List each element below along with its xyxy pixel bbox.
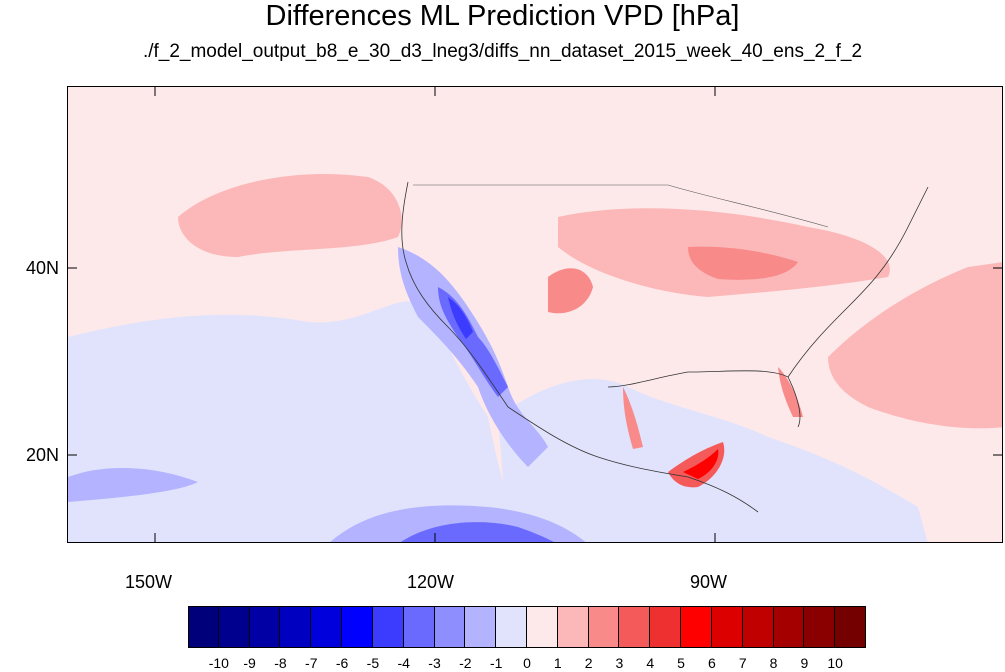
colorbar-label: -10 <box>208 655 229 671</box>
colorbar-label: 5 <box>677 655 685 671</box>
colorbar <box>188 606 866 648</box>
colorbar-label: 2 <box>584 655 593 671</box>
coastline-west-coast <box>401 181 509 408</box>
difference-map <box>68 173 1002 542</box>
pos-region-central-core <box>688 246 798 280</box>
x-tick-label: 150W <box>125 572 173 592</box>
y-tick-label: 40N <box>26 258 60 278</box>
colorbar-label: 6 <box>708 655 716 671</box>
neg-region-tropical-core <box>401 522 554 542</box>
colorbar-box <box>188 606 219 648</box>
border-us-canada <box>413 184 829 228</box>
colorbar-label: -4 <box>397 655 410 671</box>
colorbar-box <box>557 606 589 648</box>
colorbar-box <box>372 606 404 648</box>
colorbar-box <box>218 606 250 648</box>
colorbar-label: 8 <box>769 655 778 671</box>
chart-title: Differences ML Prediction VPD [hPa] <box>265 0 740 32</box>
neg-region-west-pacific <box>68 467 198 502</box>
colorbar-label: -2 <box>459 655 472 671</box>
colorbar-label: -9 <box>243 655 256 671</box>
colorbar-box <box>342 606 373 648</box>
colorbar-box <box>650 606 682 648</box>
pos-region-yucatan-core <box>683 449 719 479</box>
pos-region-pacific <box>178 173 402 257</box>
colorbar-box <box>773 606 805 648</box>
colorbar-box <box>280 606 312 648</box>
colorbar-label: 1 <box>553 655 562 671</box>
colorbar-label: 7 <box>738 655 747 671</box>
colorbar-box <box>711 606 743 648</box>
colorbar-box <box>835 606 866 648</box>
colorbar-box <box>804 606 836 648</box>
colorbar-box <box>496 606 527 648</box>
x-tick-label: 90W <box>690 572 728 592</box>
x-tick-label: 120W <box>407 572 455 592</box>
colorbar-label: -6 <box>335 655 349 671</box>
coastline-mexico <box>507 406 759 513</box>
colorbar-label: -1 <box>489 655 503 671</box>
colorbar-label: 4 <box>646 655 655 671</box>
colorbar-box <box>249 606 281 648</box>
colorbar-box <box>742 606 774 648</box>
colorbar-label: -5 <box>366 655 380 671</box>
colorbar-label: -3 <box>428 655 441 671</box>
colorbar-box <box>527 606 558 648</box>
colorbar-label: -8 <box>274 655 287 671</box>
colorbar-box <box>681 606 712 648</box>
pos-region-texas <box>623 387 643 449</box>
colorbar-label: 0 <box>523 655 531 671</box>
neg-region-baja-core <box>448 297 473 339</box>
coastline-east <box>787 186 929 378</box>
colorbar-box <box>465 606 497 648</box>
colorbar-box <box>403 606 435 648</box>
y-tick-label: 20N <box>26 445 60 465</box>
colorbar-box <box>619 606 651 648</box>
coastline-gulf <box>607 370 801 428</box>
colorbar-box <box>588 606 620 648</box>
pos-region-atlantic <box>828 262 1002 429</box>
colorbar-label: 9 <box>800 655 809 671</box>
chart-subtitle: ./f_2_model_output_b8_e_30_d3_lneg3/diff… <box>142 41 863 62</box>
colorbar-box <box>311 606 343 648</box>
pos-region-florida <box>778 367 803 417</box>
colorbar-label: -7 <box>305 655 318 671</box>
colorbar-label: 10 <box>827 655 843 671</box>
colorbar-label: 3 <box>615 655 624 671</box>
pos-region-plains <box>548 268 593 314</box>
map-plot-area <box>67 86 1003 543</box>
colorbar-box <box>434 606 466 648</box>
